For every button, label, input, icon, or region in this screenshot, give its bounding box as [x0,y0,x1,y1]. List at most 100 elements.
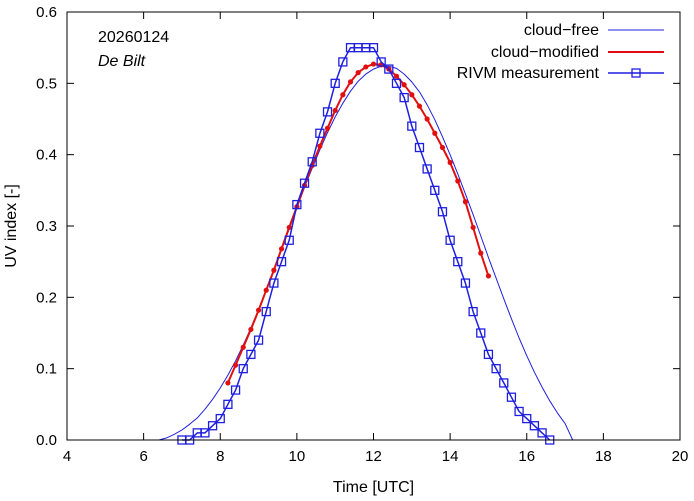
legend-marker-rivm-measurement [631,68,641,78]
data-point [330,78,340,88]
data-point [437,207,448,217]
plot-frame [66,11,681,441]
data-point [445,235,455,245]
data-point [332,107,338,114]
y-tick-label: 0.1 [36,361,57,378]
data-point [363,64,369,70]
y-tick-label: 0.3 [36,218,57,235]
data-point [230,385,241,395]
series-line-2 [181,46,551,441]
x-tick-label: 12 [365,448,382,465]
legend-label-cloud-free: cloud−free [524,22,599,39]
data-point [340,92,346,98]
data-point [430,185,440,195]
data-point [232,362,239,368]
data-point [478,250,484,256]
data-point [286,224,292,231]
data-point [225,380,231,386]
series-line-1 [226,63,490,384]
legend-label-rivm-measurement: RIVM measurement [457,65,600,82]
data-point [376,57,386,67]
data-point [338,57,348,67]
data-point [499,378,509,388]
series-1 [225,61,492,386]
series-layer [158,43,574,445]
data-point [246,349,256,360]
data-point [462,199,469,205]
data-point [255,307,262,313]
date-annotation: 20260124 [98,29,169,46]
data-point [399,92,409,103]
y-tick-labels: 0.0 0.1 0.2 0.3 0.4 0.5 0.6 [36,4,57,449]
data-point [200,428,210,438]
data-point [401,82,407,88]
data-point [393,73,400,79]
x-tick-label: 6 [139,448,147,465]
data-point [422,164,432,174]
x-tick-label: 10 [289,448,306,465]
data-point [409,92,415,98]
x-tick-labels: 4 6 8 10 12 14 16 18 20 [63,448,689,465]
data-point [424,116,430,122]
x-tick-label: 8 [216,448,224,465]
data-point [253,335,264,345]
data-point [215,413,225,424]
data-point [468,306,478,317]
location-annotation: De Bilt [98,53,146,70]
x-tick-label: 14 [442,448,459,465]
y-tick-label: 0.5 [36,75,57,92]
data-point [391,78,402,88]
data-point [276,257,287,267]
y-tick-label: 0.2 [36,289,57,306]
data-point [322,107,333,117]
data-point [537,428,547,438]
series-line-0 [158,65,574,441]
x-tick-label: 16 [518,448,535,465]
data-point [485,273,492,279]
data-point [414,142,425,153]
data-point [529,421,540,431]
data-point [317,143,323,149]
data-point [248,326,254,333]
data-point [284,235,294,245]
data-point [514,406,524,417]
data-point [240,344,246,350]
legend-label-cloud-modified: cloud−modified [491,44,599,61]
data-point [384,64,394,74]
data-point [263,287,269,293]
y-axis-label: UV index [-] [3,184,20,268]
data-point [432,130,438,136]
data-point [324,125,331,131]
data-point [491,364,501,374]
data-point [315,128,325,138]
data-point [447,159,453,166]
data-point [271,267,277,273]
y-tick-label: 0.0 [36,432,57,449]
y-tick-label: 0.4 [36,147,57,164]
legend: cloud−free cloud−modified RIVM measureme… [457,22,664,82]
data-point [476,328,486,338]
x-tick-label: 4 [63,448,71,465]
data-point [238,364,248,374]
data-point [368,43,379,53]
data-point [370,61,377,67]
data-point [261,306,271,317]
x-tick-label: 20 [672,448,689,465]
data-point [307,157,317,167]
data-point [460,278,471,288]
data-point [347,79,354,85]
series-0 [158,65,574,441]
data-point [207,421,218,431]
data-point [439,144,446,151]
x-axis-label: Time [UTC] [333,479,414,496]
data-point [470,224,476,231]
data-point [522,413,532,424]
data-point [506,392,517,402]
y-tick-label: 0.6 [36,4,57,21]
x-tick-label: 18 [595,448,612,465]
data-point [269,278,279,288]
data-point [299,178,310,188]
data-point [416,103,423,109]
data-point [223,399,233,409]
